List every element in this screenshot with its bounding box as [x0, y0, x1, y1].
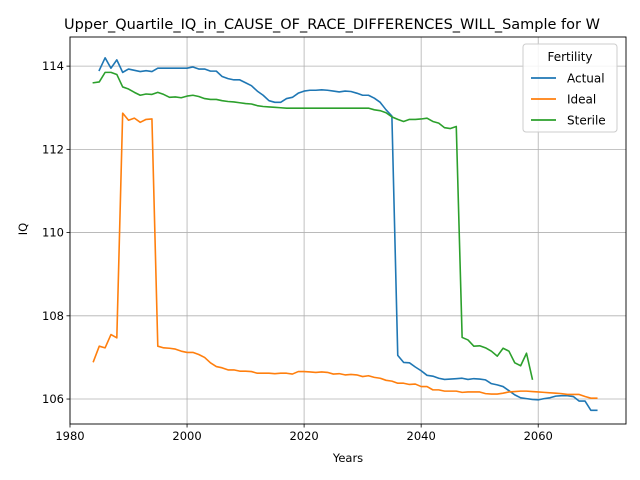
legend-entry-sterile: Sterile — [531, 114, 606, 128]
legend-entry-actual: Actual — [531, 72, 605, 86]
series-line-sterile — [92, 71, 534, 381]
plot-area-frame — [69, 36, 627, 425]
x-tick-label: 2000 — [172, 429, 201, 443]
x-axis-ticks: 1980 2000 2020 2040 2060 — [55, 424, 553, 443]
y-tick-label: 114 — [42, 59, 64, 73]
legend-title: Fertility — [547, 50, 592, 64]
y-axis-ticks: 106 108 110 112 114 — [42, 59, 70, 406]
x-tick-label: 2040 — [407, 429, 436, 443]
series-line-ideal — [92, 112, 598, 400]
y-axis-label: IQ — [16, 223, 30, 235]
x-tick-label: 1980 — [55, 429, 84, 443]
legend-box — [522, 43, 618, 133]
legend-entries: Actual Ideal Sterile — [531, 72, 606, 128]
y-tick-label: 106 — [42, 392, 64, 406]
y-tick-label: 108 — [42, 309, 64, 323]
y-tick-label: 110 — [42, 226, 64, 240]
legend-label: Ideal — [567, 93, 596, 107]
x-axis-label: Years — [332, 451, 363, 465]
legend-label: Actual — [567, 72, 605, 86]
chart-title: Upper_Quartile_IQ_in_CAUSE_OF_RACE_DIFFE… — [64, 17, 600, 33]
y-tick-label: 112 — [42, 142, 64, 156]
legend: Fertility Actual Ideal Sterile — [522, 43, 618, 133]
series-lines — [92, 57, 598, 412]
series-line-actual — [98, 57, 598, 412]
legend-label: Sterile — [567, 114, 606, 128]
x-tick-label: 2020 — [289, 429, 318, 443]
legend-entry-ideal: Ideal — [531, 93, 596, 107]
x-tick-label: 2060 — [524, 429, 553, 443]
